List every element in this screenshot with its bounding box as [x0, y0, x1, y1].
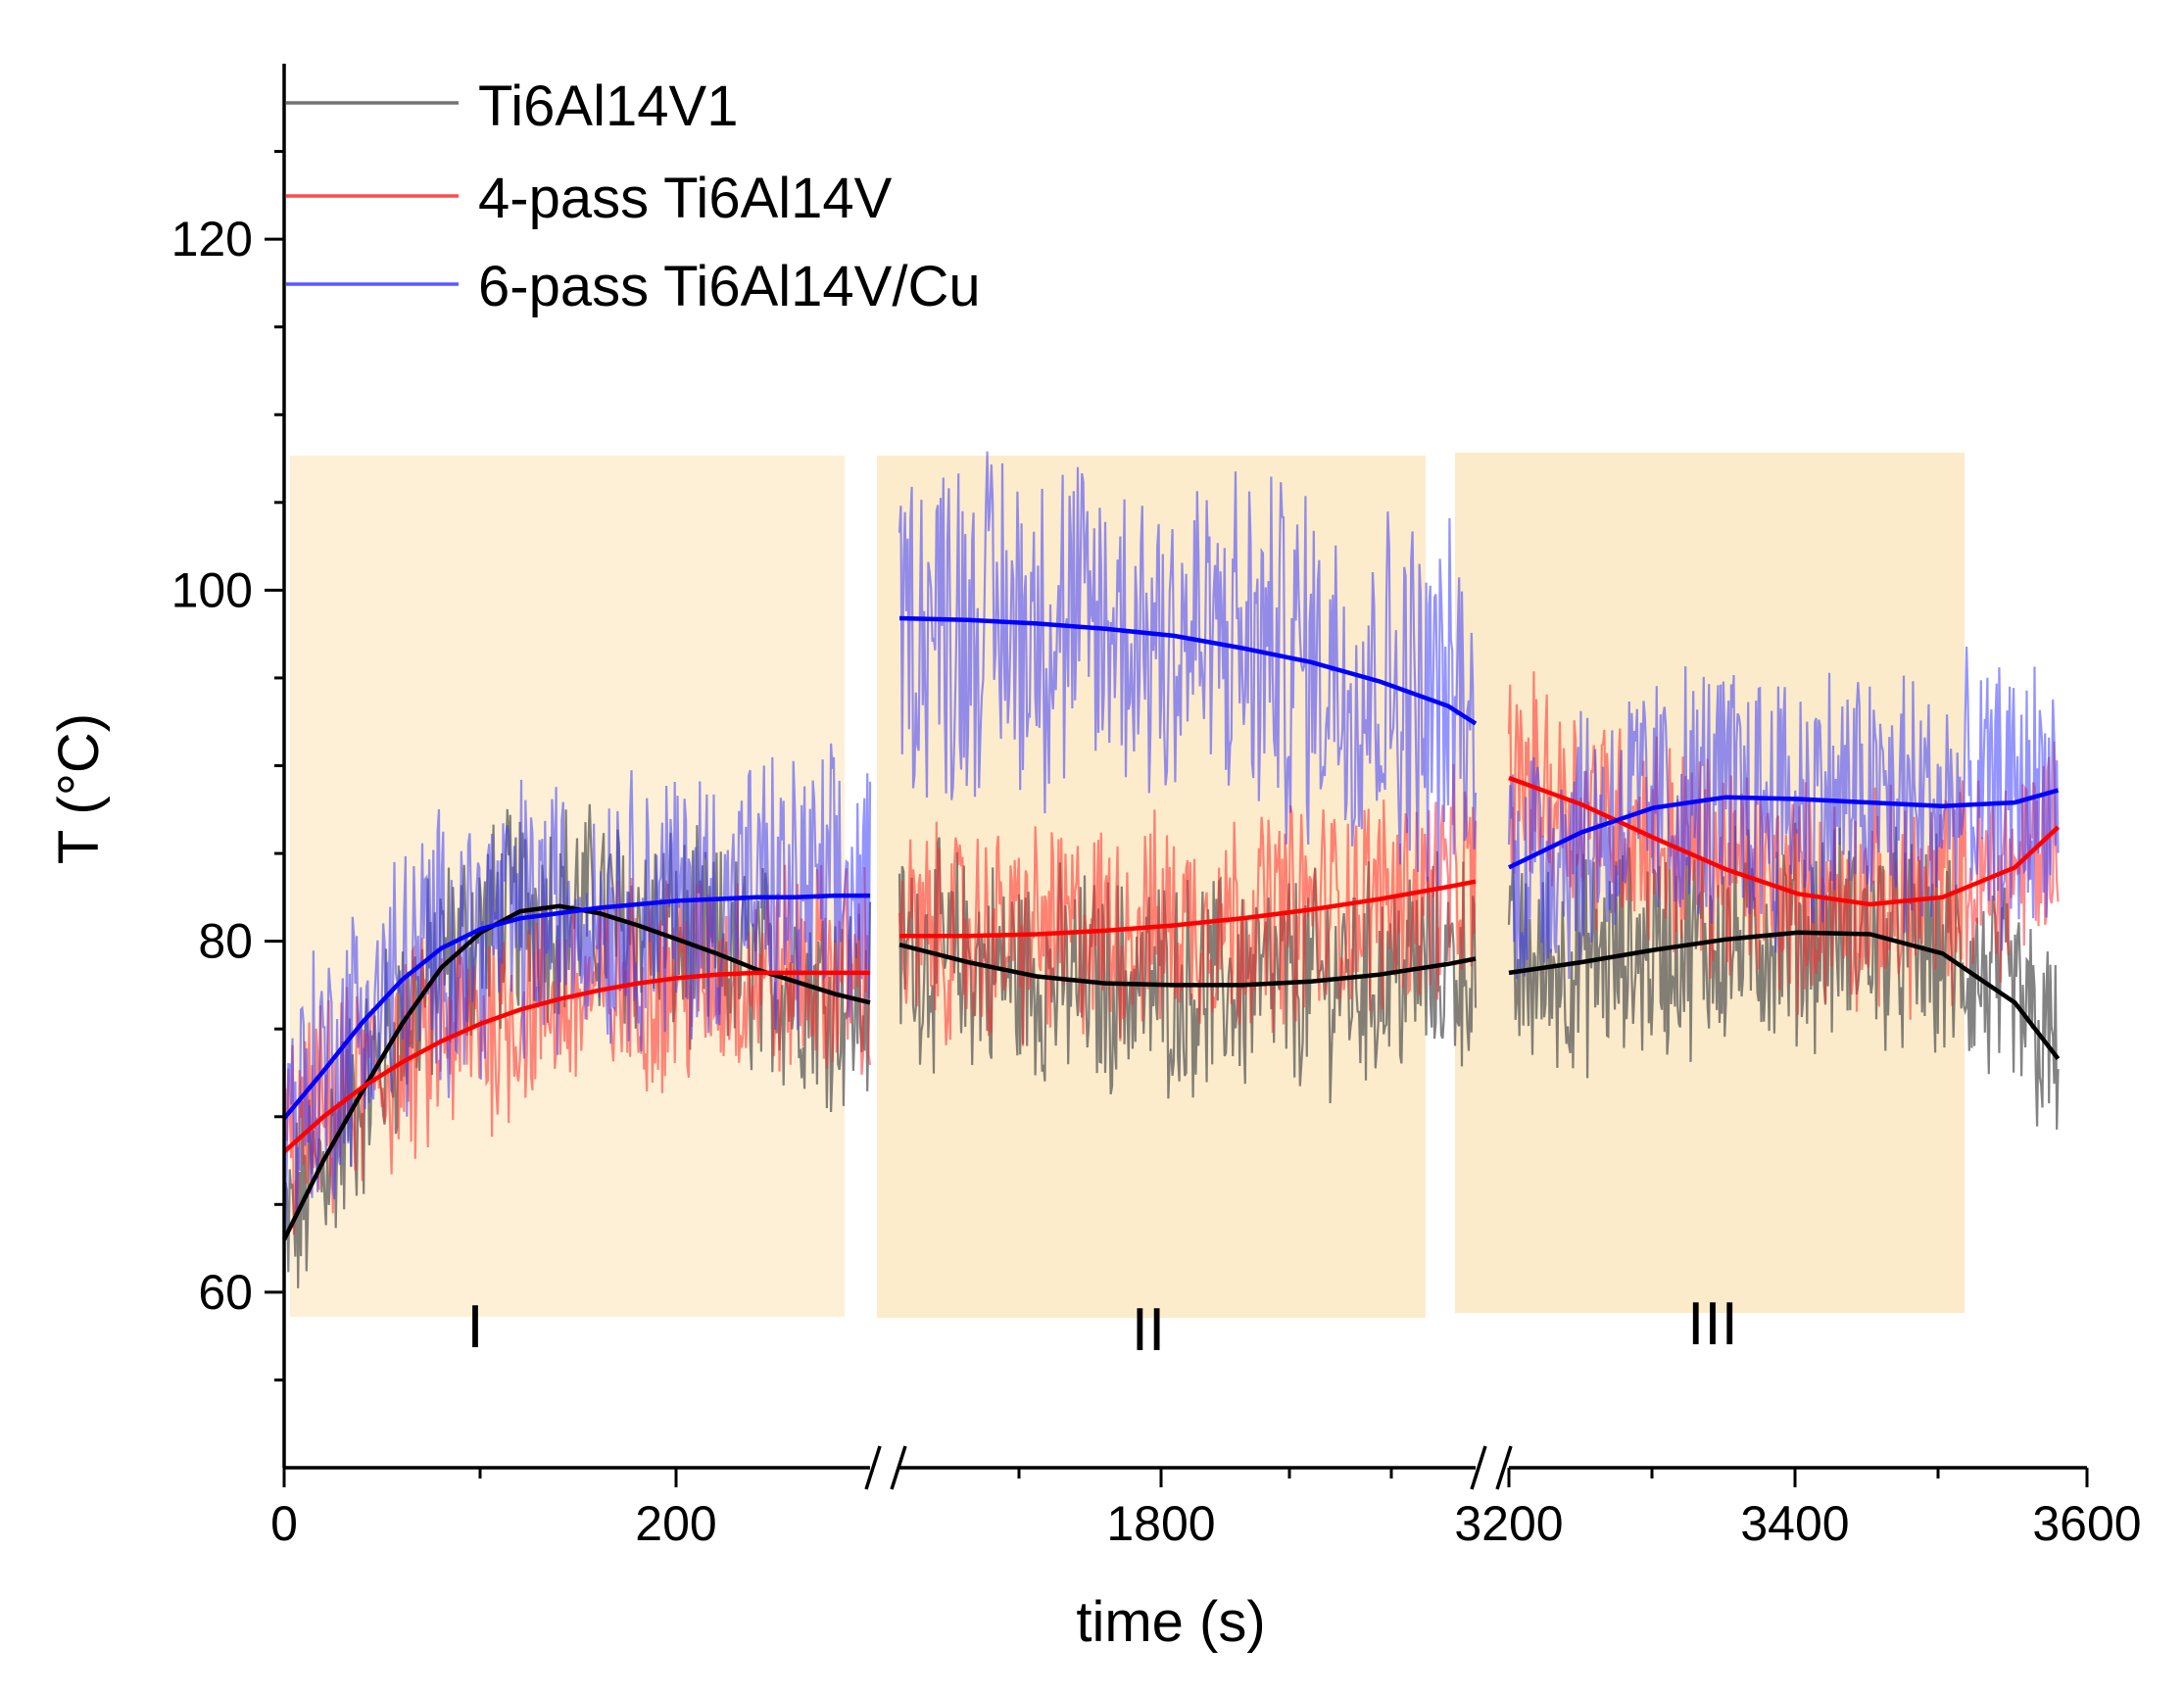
y-tick-label-60: 60 — [198, 1265, 253, 1320]
y-tick-label-120: 120 — [171, 212, 253, 267]
axis-break-mark-2b — [1495, 1445, 1513, 1490]
y-tick-label-80: 80 — [198, 914, 253, 969]
x-tick-label-3400: 3400 — [1740, 1496, 1849, 1551]
axis-break-mark-1b — [890, 1445, 907, 1490]
raw-trace-3-seg-2 — [898, 451, 1478, 890]
axis-break-mark-2a — [1470, 1445, 1487, 1490]
x-tick-label-0: 0 — [270, 1496, 298, 1551]
y-axis-title: T (°C) — [47, 713, 111, 864]
x-tick-label-1800: 1800 — [1106, 1496, 1215, 1551]
raw-trace-1-seg-3 — [1507, 822, 2060, 1130]
fit-curve-1-seg-3 — [1508, 930, 2061, 1060]
y-tick-label-100: 100 — [171, 562, 253, 617]
fit-curve-2-seg-1 — [282, 970, 870, 1154]
raw-trace-3-seg-3 — [1507, 646, 2060, 980]
legend-label-6-pass: 6-pass Ti6Al14V/Cu — [478, 255, 981, 318]
axis-break-mark-1a — [864, 1445, 882, 1490]
fit-curve-3-seg-2 — [898, 615, 1478, 726]
fit-curve-layer — [281, 615, 2061, 1241]
raw-trace-2-seg-2 — [898, 763, 1478, 1046]
fit-curve-2-seg-3 — [1508, 775, 2061, 907]
legend-swatches — [286, 101, 459, 286]
x-axis-title: time (s) — [1076, 1590, 1265, 1654]
axes: 60 80 100 120 0 200 1800 3200 3400 3600 — [171, 64, 2142, 1551]
x-tick-label-3200: 3200 — [1454, 1496, 1563, 1551]
x-tick-label-3600: 3600 — [2032, 1496, 2141, 1551]
fit-curve-3-seg-3 — [1508, 788, 2060, 870]
region-label-ii: II — [1132, 1296, 1165, 1364]
region-label-iii: III — [1687, 1290, 1738, 1358]
region-label-i: I — [466, 1293, 483, 1361]
raw-data-layer — [282, 451, 2060, 1288]
legend-label-ti6al14v1: Ti6Al14V1 — [478, 74, 738, 138]
x-tick-label-200: 200 — [635, 1496, 716, 1551]
labels: time (s) T (°C) Ti6Al14V1 4-pass Ti6Al14… — [47, 74, 1738, 1654]
fit-curve-2-seg-2 — [899, 879, 1477, 939]
raw-trace-2-seg-1 — [282, 864, 872, 1236]
legend-label-4-pass: 4-pass Ti6Al14V — [478, 167, 893, 230]
fit-curve-1-seg-2 — [898, 943, 1477, 988]
fit-curve-3-seg-1 — [282, 893, 870, 1120]
